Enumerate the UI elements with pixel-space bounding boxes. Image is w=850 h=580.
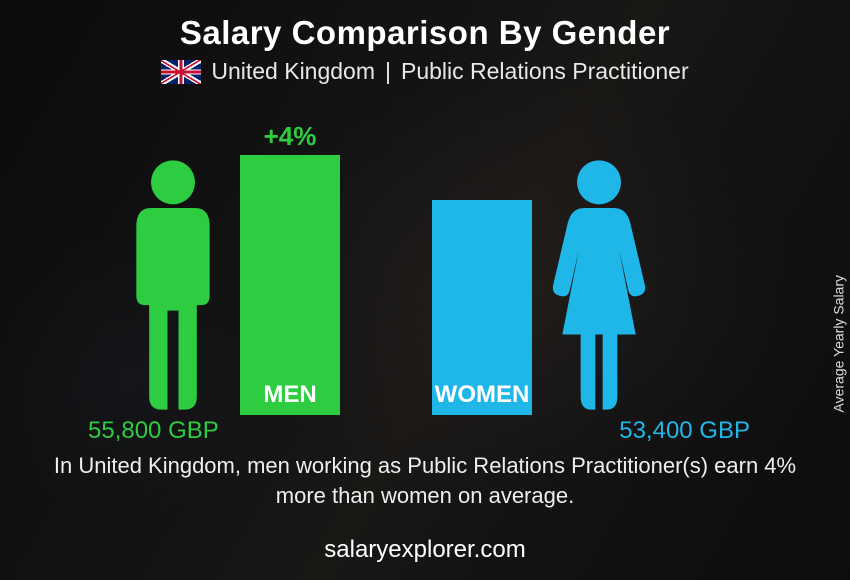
women-bar-label: WOMEN [432,381,532,409]
job-label: Public Relations Practitioner [401,58,689,85]
women-group: WOMEN [432,155,654,415]
separator: | [385,58,391,85]
page-title: Salary Comparison By Gender [0,0,850,52]
description-text: In United Kingdom, men working as Public… [0,451,850,510]
delta-label: +4% [240,121,340,152]
men-group: +4% MEN [118,155,340,415]
country-label: United Kingdom [211,58,375,85]
infographic-content: Salary Comparison By Gender United Kingd… [0,0,850,580]
subtitle-row: United Kingdom | Public Relations Practi… [0,58,850,85]
men-salary-value: 55,800 GBP [88,417,219,445]
footer-source: salaryexplorer.com [0,536,850,564]
men-bar-label: MEN [240,381,340,409]
women-salary-value: 53,400 GBP [619,417,750,445]
men-bar: +4% MEN [240,155,340,415]
woman-icon [544,155,654,415]
chart-area: Average Yearly Salary +4% MEN [0,105,850,445]
y-axis-label: Average Yearly Salary [830,275,846,413]
uk-flag-icon [161,60,201,84]
man-icon [118,155,228,415]
women-bar: WOMEN [432,200,532,415]
